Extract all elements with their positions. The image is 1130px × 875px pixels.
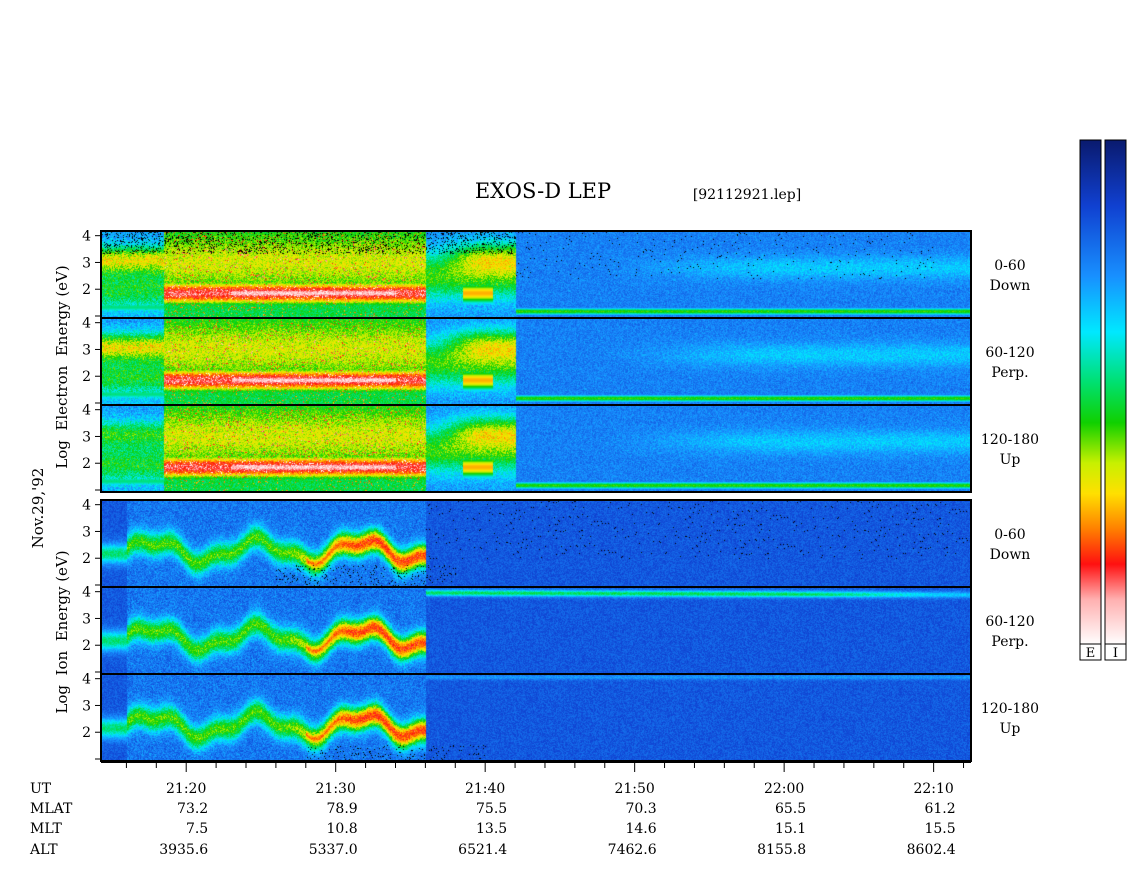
x-tick-label: 21:30 [316, 781, 356, 797]
ephemeris-table: UT MLAT 73.2 78.9 75.5 70.3 65.5 61.2 MLT 7.5 10.8… [29, 781, 956, 858]
colorbar-electron-label: E [1086, 646, 1096, 661]
ephemeris-value: 13.5 [476, 821, 507, 837]
ephemeris-value: 75.5 [476, 801, 507, 817]
y-tick-label: 2 [82, 551, 91, 567]
electron-block-frame [100, 230, 972, 493]
colorbar-electron: E [1079, 139, 1102, 661]
ephemeris-value: 10.8 [327, 821, 358, 837]
date-label: Nov.29,'92 [29, 468, 47, 549]
panel-pitch-label: 60-120 [985, 345, 1034, 361]
y-tick-label: 4 [82, 498, 91, 514]
ephemeris-value: 7462.6 [608, 842, 657, 858]
ephemeris-value: 8602.4 [907, 842, 956, 858]
panel-pitch-label: 120-180 [981, 701, 1039, 717]
ephemeris-value: 15.1 [775, 821, 806, 837]
y-tick-label: 2 [82, 456, 91, 472]
panel-direction-label: Up [1000, 721, 1021, 737]
y-tick-label: 3 [82, 255, 91, 271]
file-label: [92112921.lep] [693, 187, 801, 203]
ephemeris-row-name: MLT [30, 821, 62, 837]
ephemeris-value: 5337.0 [309, 842, 358, 858]
ephemeris-value: 15.5 [924, 821, 955, 837]
y-tick-label: 2 [82, 725, 91, 741]
ephemeris-value: 3935.6 [159, 842, 208, 858]
y-tick-label: 4 [82, 672, 91, 688]
panel-direction-label: Down [990, 547, 1031, 563]
x-tick-label: 21:20 [166, 781, 206, 797]
panel-pitch-label: 60-120 [985, 614, 1034, 630]
colorbar-ion: I [1104, 139, 1127, 661]
colorbar-ion-label: I [1113, 646, 1118, 661]
y-tick-label: 3 [82, 524, 91, 540]
y-tick-label: 4 [82, 585, 91, 601]
y-tick-label: 4 [82, 403, 91, 419]
ephemeris-value: 6521.4 [458, 842, 507, 858]
y-tick-label: 3 [82, 342, 91, 358]
x-tick-label: 22:10 [913, 781, 953, 797]
chart-title: EXOS-D LEP [475, 179, 611, 203]
y-axes: 4 3 2 4 3 2 4 3 2 4 3 2 4 3 2 4 3 2 [82, 229, 101, 760]
panel-pitch-label: 120-180 [981, 432, 1039, 448]
ion-axis-label: Log Ion Energy (eV) [53, 550, 71, 713]
time-axis: 21:20 21:30 21:40 21:50 22:00 22:10 [101, 761, 971, 797]
ephemeris-value: 73.2 [177, 801, 208, 817]
panel-direction-label: Up [1000, 452, 1021, 468]
panel-pitch-label: 0-60 [994, 258, 1025, 274]
ephemeris-value: 70.3 [625, 801, 656, 817]
ephemeris-row-name: UT [30, 781, 52, 797]
ephemeris-value: 61.2 [924, 801, 955, 817]
panel-direction-label: Perp. [991, 634, 1028, 650]
y-tick-label: 4 [82, 229, 91, 245]
ephemeris-value: 8155.8 [757, 842, 806, 858]
panel-pitch-label: 0-60 [994, 527, 1025, 543]
ephemeris-value: 7.5 [186, 821, 208, 837]
y-tick-label: 2 [82, 638, 91, 654]
spectrogram-raster [101, 231, 971, 762]
ephemeris-row-name: ALT [29, 842, 58, 858]
y-tick-label: 3 [82, 429, 91, 445]
y-tick-label: 2 [82, 282, 91, 298]
panel-direction-label: Perp. [991, 365, 1028, 381]
ephemeris-row-name: MLAT [30, 801, 73, 817]
y-tick-label: 3 [82, 611, 91, 627]
y-tick-label: 3 [82, 698, 91, 714]
ephemeris-value: 65.5 [775, 801, 806, 817]
ephemeris-value: 78.9 [327, 801, 358, 817]
x-tick-label: 22:00 [764, 781, 804, 797]
x-tick-label: 21:40 [465, 781, 505, 797]
electron-axis-label: Log Electron Energy (eV) [53, 265, 71, 469]
panel-direction-label: Down [990, 278, 1031, 294]
y-tick-label: 2 [82, 369, 91, 385]
panel-labels: 0-60 Down 60-120 Perp. 120-180 Up 0-60 Down 60-1… [981, 258, 1039, 737]
ephemeris-value: 14.6 [625, 821, 656, 837]
y-tick-label: 4 [82, 316, 91, 332]
x-tick-label: 21:50 [614, 781, 654, 797]
